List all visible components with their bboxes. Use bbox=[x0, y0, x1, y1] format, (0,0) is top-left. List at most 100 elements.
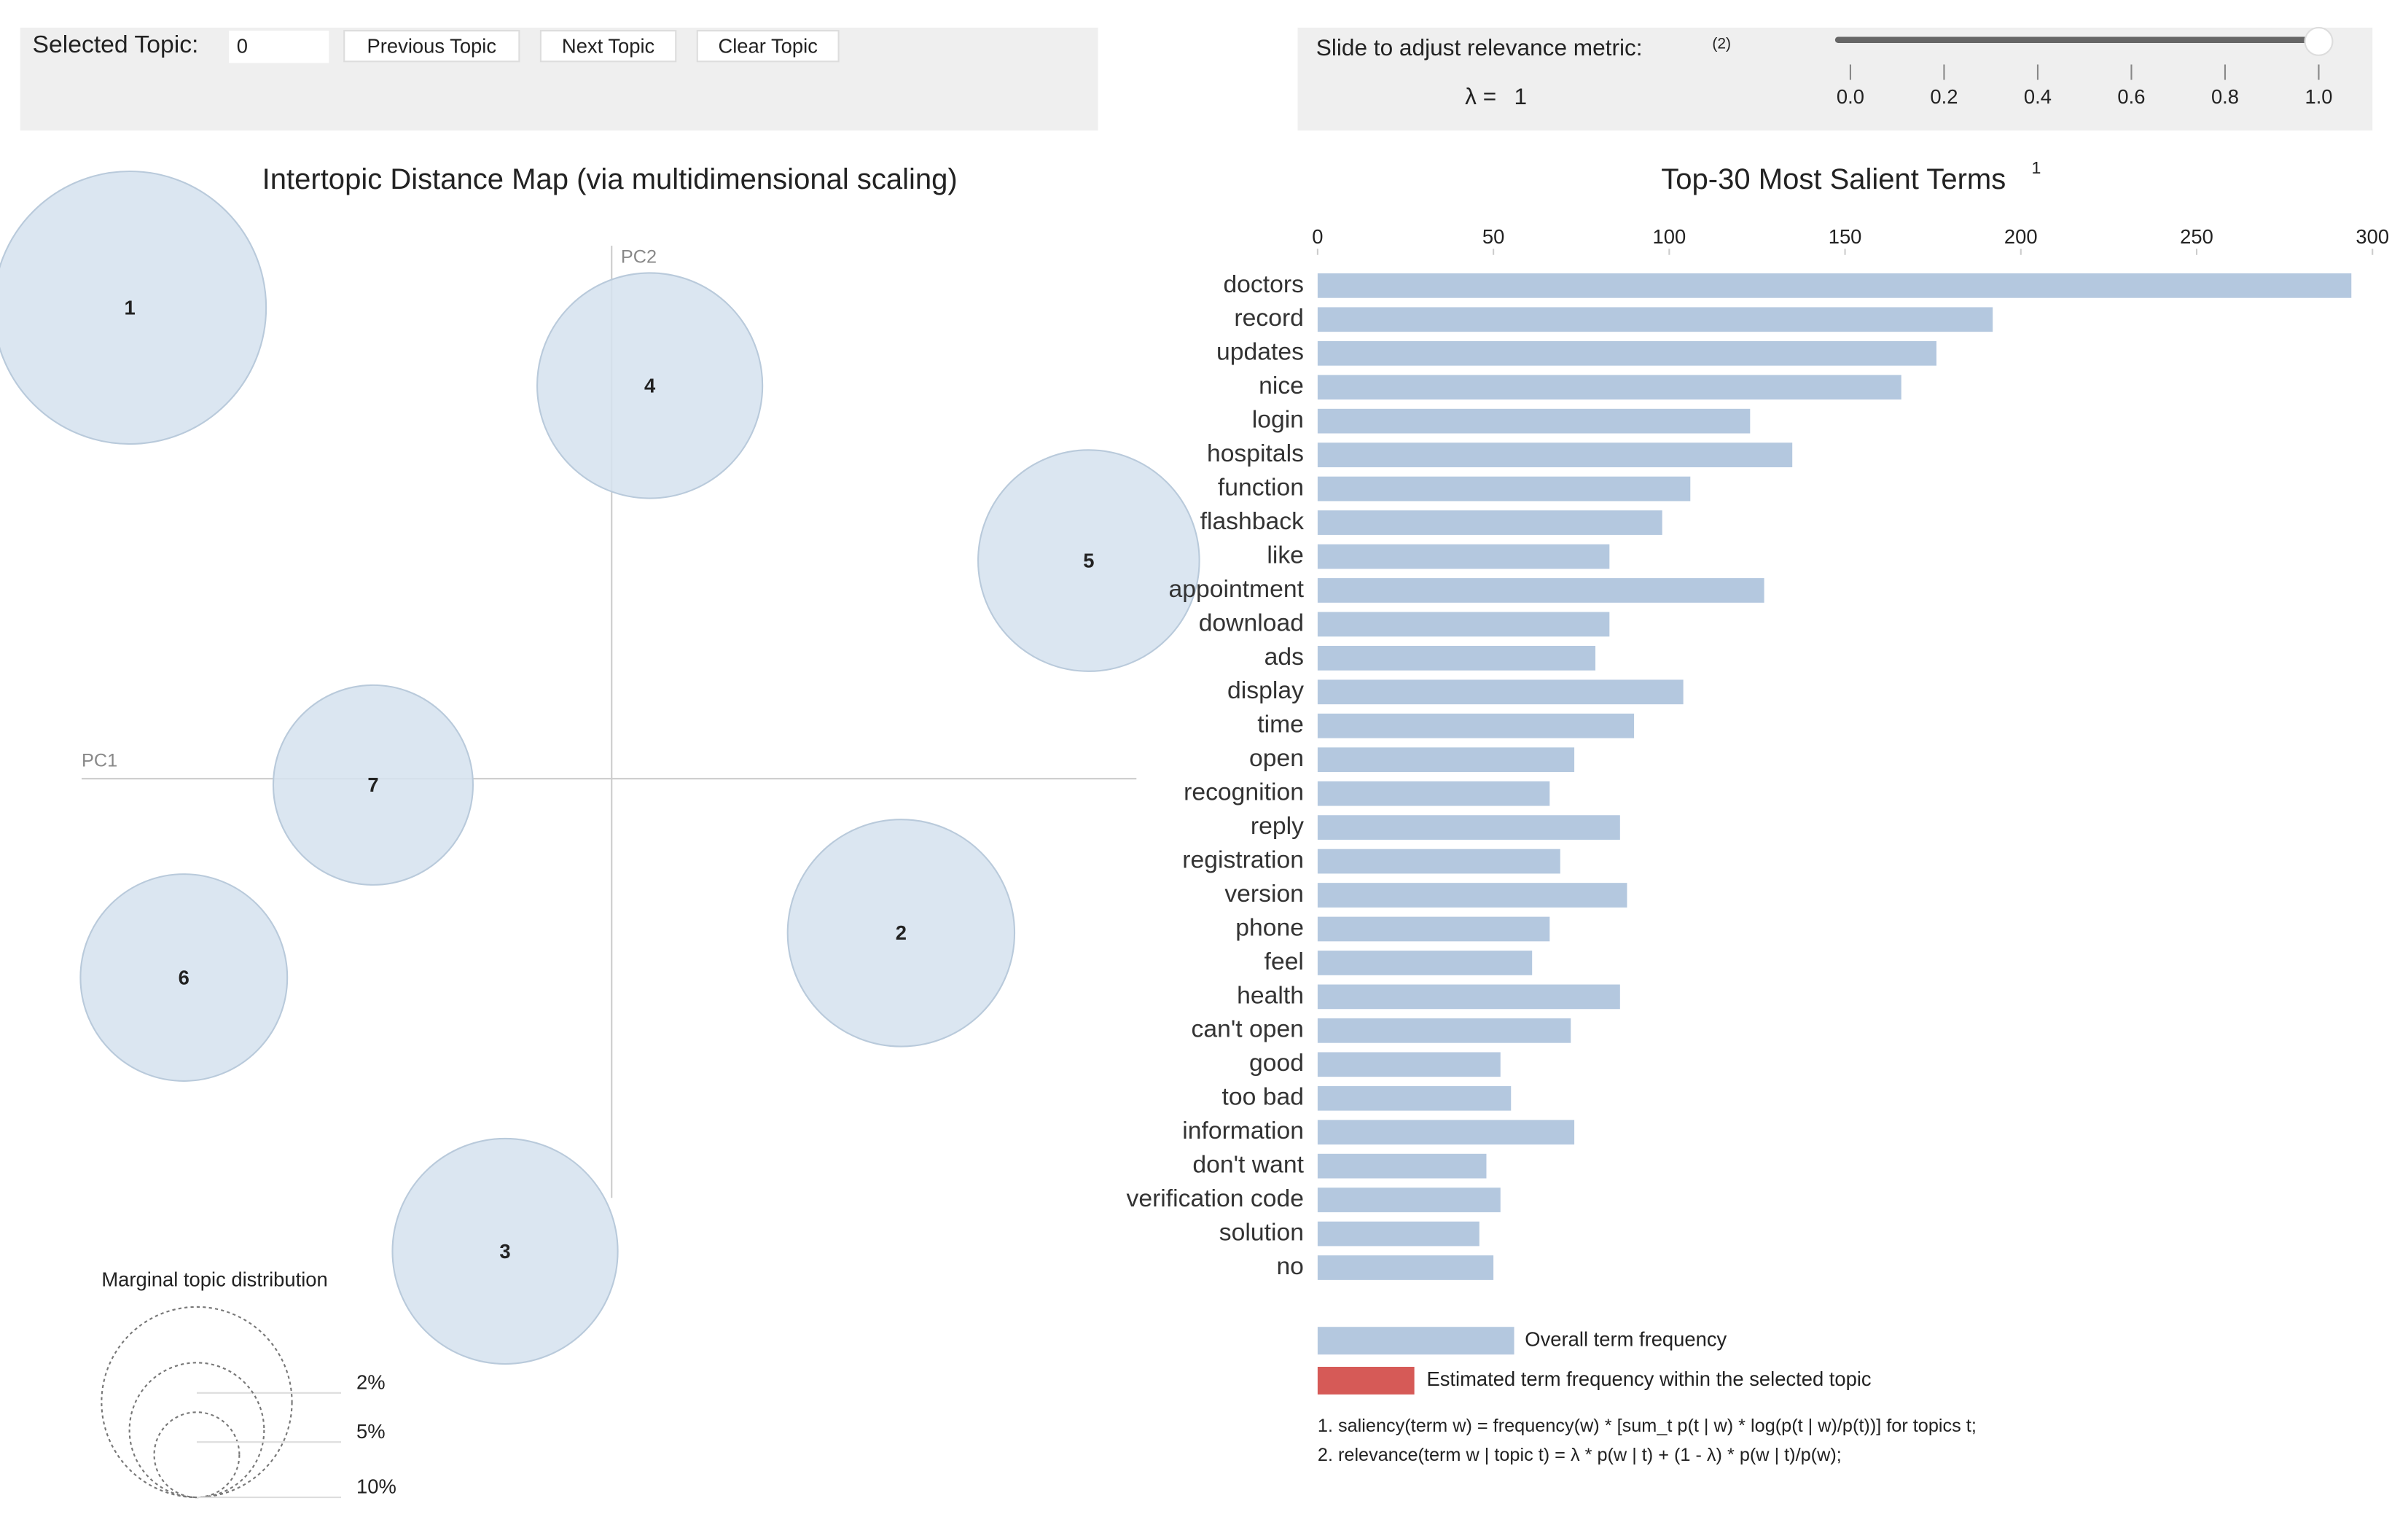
topic-label: 7 bbox=[367, 773, 378, 796]
term-label[interactable]: download bbox=[1199, 609, 1304, 636]
slider-note: (2) bbox=[1712, 36, 1731, 52]
bar bbox=[1317, 307, 1993, 332]
legend-swatch bbox=[1317, 1327, 1514, 1355]
topic-label: 3 bbox=[499, 1240, 510, 1263]
size-legend-circle bbox=[101, 1306, 293, 1499]
term-label[interactable]: health bbox=[1237, 981, 1304, 1009]
slider-tick-label: 0.0 bbox=[1837, 85, 1864, 108]
x-tick-label: 50 bbox=[1482, 225, 1504, 248]
topic-bubble[interactable] bbox=[977, 449, 1200, 672]
topic-bubble[interactable] bbox=[786, 819, 1016, 1048]
button[interactable] bbox=[696, 30, 840, 63]
y-axis-label: PC2 bbox=[621, 247, 657, 268]
bar bbox=[1317, 1052, 1501, 1077]
bar bbox=[1317, 442, 1793, 467]
bar bbox=[1317, 1187, 1501, 1212]
bar bbox=[1317, 1085, 1512, 1111]
bar bbox=[1317, 1221, 1479, 1247]
slider-tick-label: 0.8 bbox=[2211, 85, 2239, 108]
button[interactable] bbox=[343, 30, 520, 63]
term-label[interactable]: updates bbox=[1216, 338, 1304, 366]
term-label[interactable]: registration bbox=[1182, 846, 1304, 873]
size-legend-circle bbox=[128, 1362, 265, 1499]
term-label[interactable]: appointment bbox=[1169, 575, 1305, 603]
topic-label: 1 bbox=[124, 296, 135, 319]
term-label[interactable]: no bbox=[1276, 1252, 1303, 1280]
selected-topic-label: Selected Topic: bbox=[33, 31, 199, 58]
bar bbox=[1317, 747, 1575, 773]
size-legend-title: Marginal topic distribution bbox=[101, 1268, 327, 1290]
map-title: Intertopic Distance Map (via multidimens… bbox=[262, 163, 958, 195]
topic-label: 6 bbox=[179, 966, 189, 988]
topic-bubble[interactable] bbox=[536, 272, 764, 499]
topic-bubble[interactable] bbox=[272, 684, 474, 886]
button[interactable] bbox=[539, 30, 677, 63]
topic-bubble[interactable] bbox=[0, 170, 267, 445]
term-label[interactable]: doctors bbox=[1223, 270, 1303, 298]
footnote: 2. relevance(term w | topic t) = λ * p(w… bbox=[1318, 1445, 1842, 1465]
topic-input[interactable] bbox=[229, 31, 329, 63]
slider-label: Slide to adjust relevance metric: bbox=[1316, 34, 1643, 61]
term-label[interactable]: open bbox=[1249, 744, 1304, 772]
term-label[interactable]: information bbox=[1182, 1117, 1304, 1144]
term-label[interactable]: hospitals bbox=[1207, 440, 1304, 467]
term-label[interactable]: version bbox=[1224, 880, 1304, 908]
size-legend-label: 5% bbox=[356, 1420, 386, 1443]
bar bbox=[1317, 883, 1627, 908]
bar bbox=[1317, 781, 1550, 806]
topic-label: 5 bbox=[1083, 549, 1094, 572]
legend-swatch bbox=[1317, 1367, 1415, 1395]
slider-tick-label: 0.2 bbox=[1930, 85, 1958, 108]
button-label: Clear Topic bbox=[718, 35, 817, 58]
term-label[interactable]: reply bbox=[1251, 812, 1304, 840]
term-label[interactable]: feel bbox=[1264, 948, 1304, 975]
footnote: 1. saliency(term w) = frequency(w) * [su… bbox=[1318, 1416, 1977, 1436]
term-label[interactable]: display bbox=[1227, 676, 1304, 704]
legend-label: Overall term frequency bbox=[1525, 1327, 1727, 1350]
bar bbox=[1317, 375, 1901, 400]
x-tick-label: 150 bbox=[1829, 225, 1862, 248]
term-label[interactable]: too bad bbox=[1222, 1083, 1304, 1111]
bar-title: Top-30 Most Salient Terms bbox=[1661, 163, 2006, 195]
term-label[interactable]: good bbox=[1249, 1049, 1304, 1077]
term-label[interactable]: can't open bbox=[1192, 1015, 1304, 1043]
term-label[interactable]: time bbox=[1257, 711, 1304, 738]
topic-bubble[interactable] bbox=[391, 1137, 619, 1365]
topic-bubble[interactable] bbox=[79, 873, 289, 1082]
bar bbox=[1317, 713, 1635, 738]
term-label[interactable]: phone bbox=[1235, 913, 1304, 941]
bar bbox=[1317, 612, 1610, 637]
bar bbox=[1317, 815, 1620, 840]
bar bbox=[1317, 476, 1691, 502]
term-label[interactable]: like bbox=[1267, 541, 1304, 569]
term-label[interactable]: don't want bbox=[1192, 1151, 1304, 1179]
term-label[interactable]: record bbox=[1234, 304, 1304, 332]
term-label[interactable]: login bbox=[1252, 406, 1304, 434]
term-label[interactable]: function bbox=[1218, 473, 1304, 501]
term-label[interactable]: verification code bbox=[1127, 1185, 1304, 1212]
x-tick-label: 300 bbox=[2356, 225, 2389, 248]
bar bbox=[1317, 510, 1662, 535]
term-label[interactable]: solution bbox=[1219, 1218, 1304, 1246]
slider-panel bbox=[1297, 27, 2373, 131]
slider-tick-label: 0.6 bbox=[2117, 85, 2145, 108]
bar bbox=[1317, 645, 1596, 671]
bar bbox=[1317, 273, 2352, 298]
legend-label: Estimated term frequency within the sele… bbox=[1426, 1368, 1871, 1390]
term-label[interactable]: ads bbox=[1264, 643, 1304, 671]
term-label[interactable]: nice bbox=[1259, 372, 1304, 399]
x-tick-label: 200 bbox=[2004, 225, 2038, 248]
bar bbox=[1317, 984, 1620, 1010]
term-label[interactable]: recognition bbox=[1184, 779, 1304, 806]
x-tick-label: 100 bbox=[1653, 225, 1686, 248]
slider-track bbox=[1834, 36, 2319, 43]
topic-label: 2 bbox=[896, 921, 907, 944]
slider-knob[interactable] bbox=[2304, 26, 2334, 56]
term-label[interactable]: flashback bbox=[1200, 507, 1304, 535]
topic-label: 4 bbox=[644, 374, 656, 397]
bar bbox=[1317, 1018, 1571, 1043]
size-legend-label: 2% bbox=[356, 1370, 386, 1393]
button-label: Next Topic bbox=[562, 35, 654, 58]
bar bbox=[1317, 679, 1684, 705]
